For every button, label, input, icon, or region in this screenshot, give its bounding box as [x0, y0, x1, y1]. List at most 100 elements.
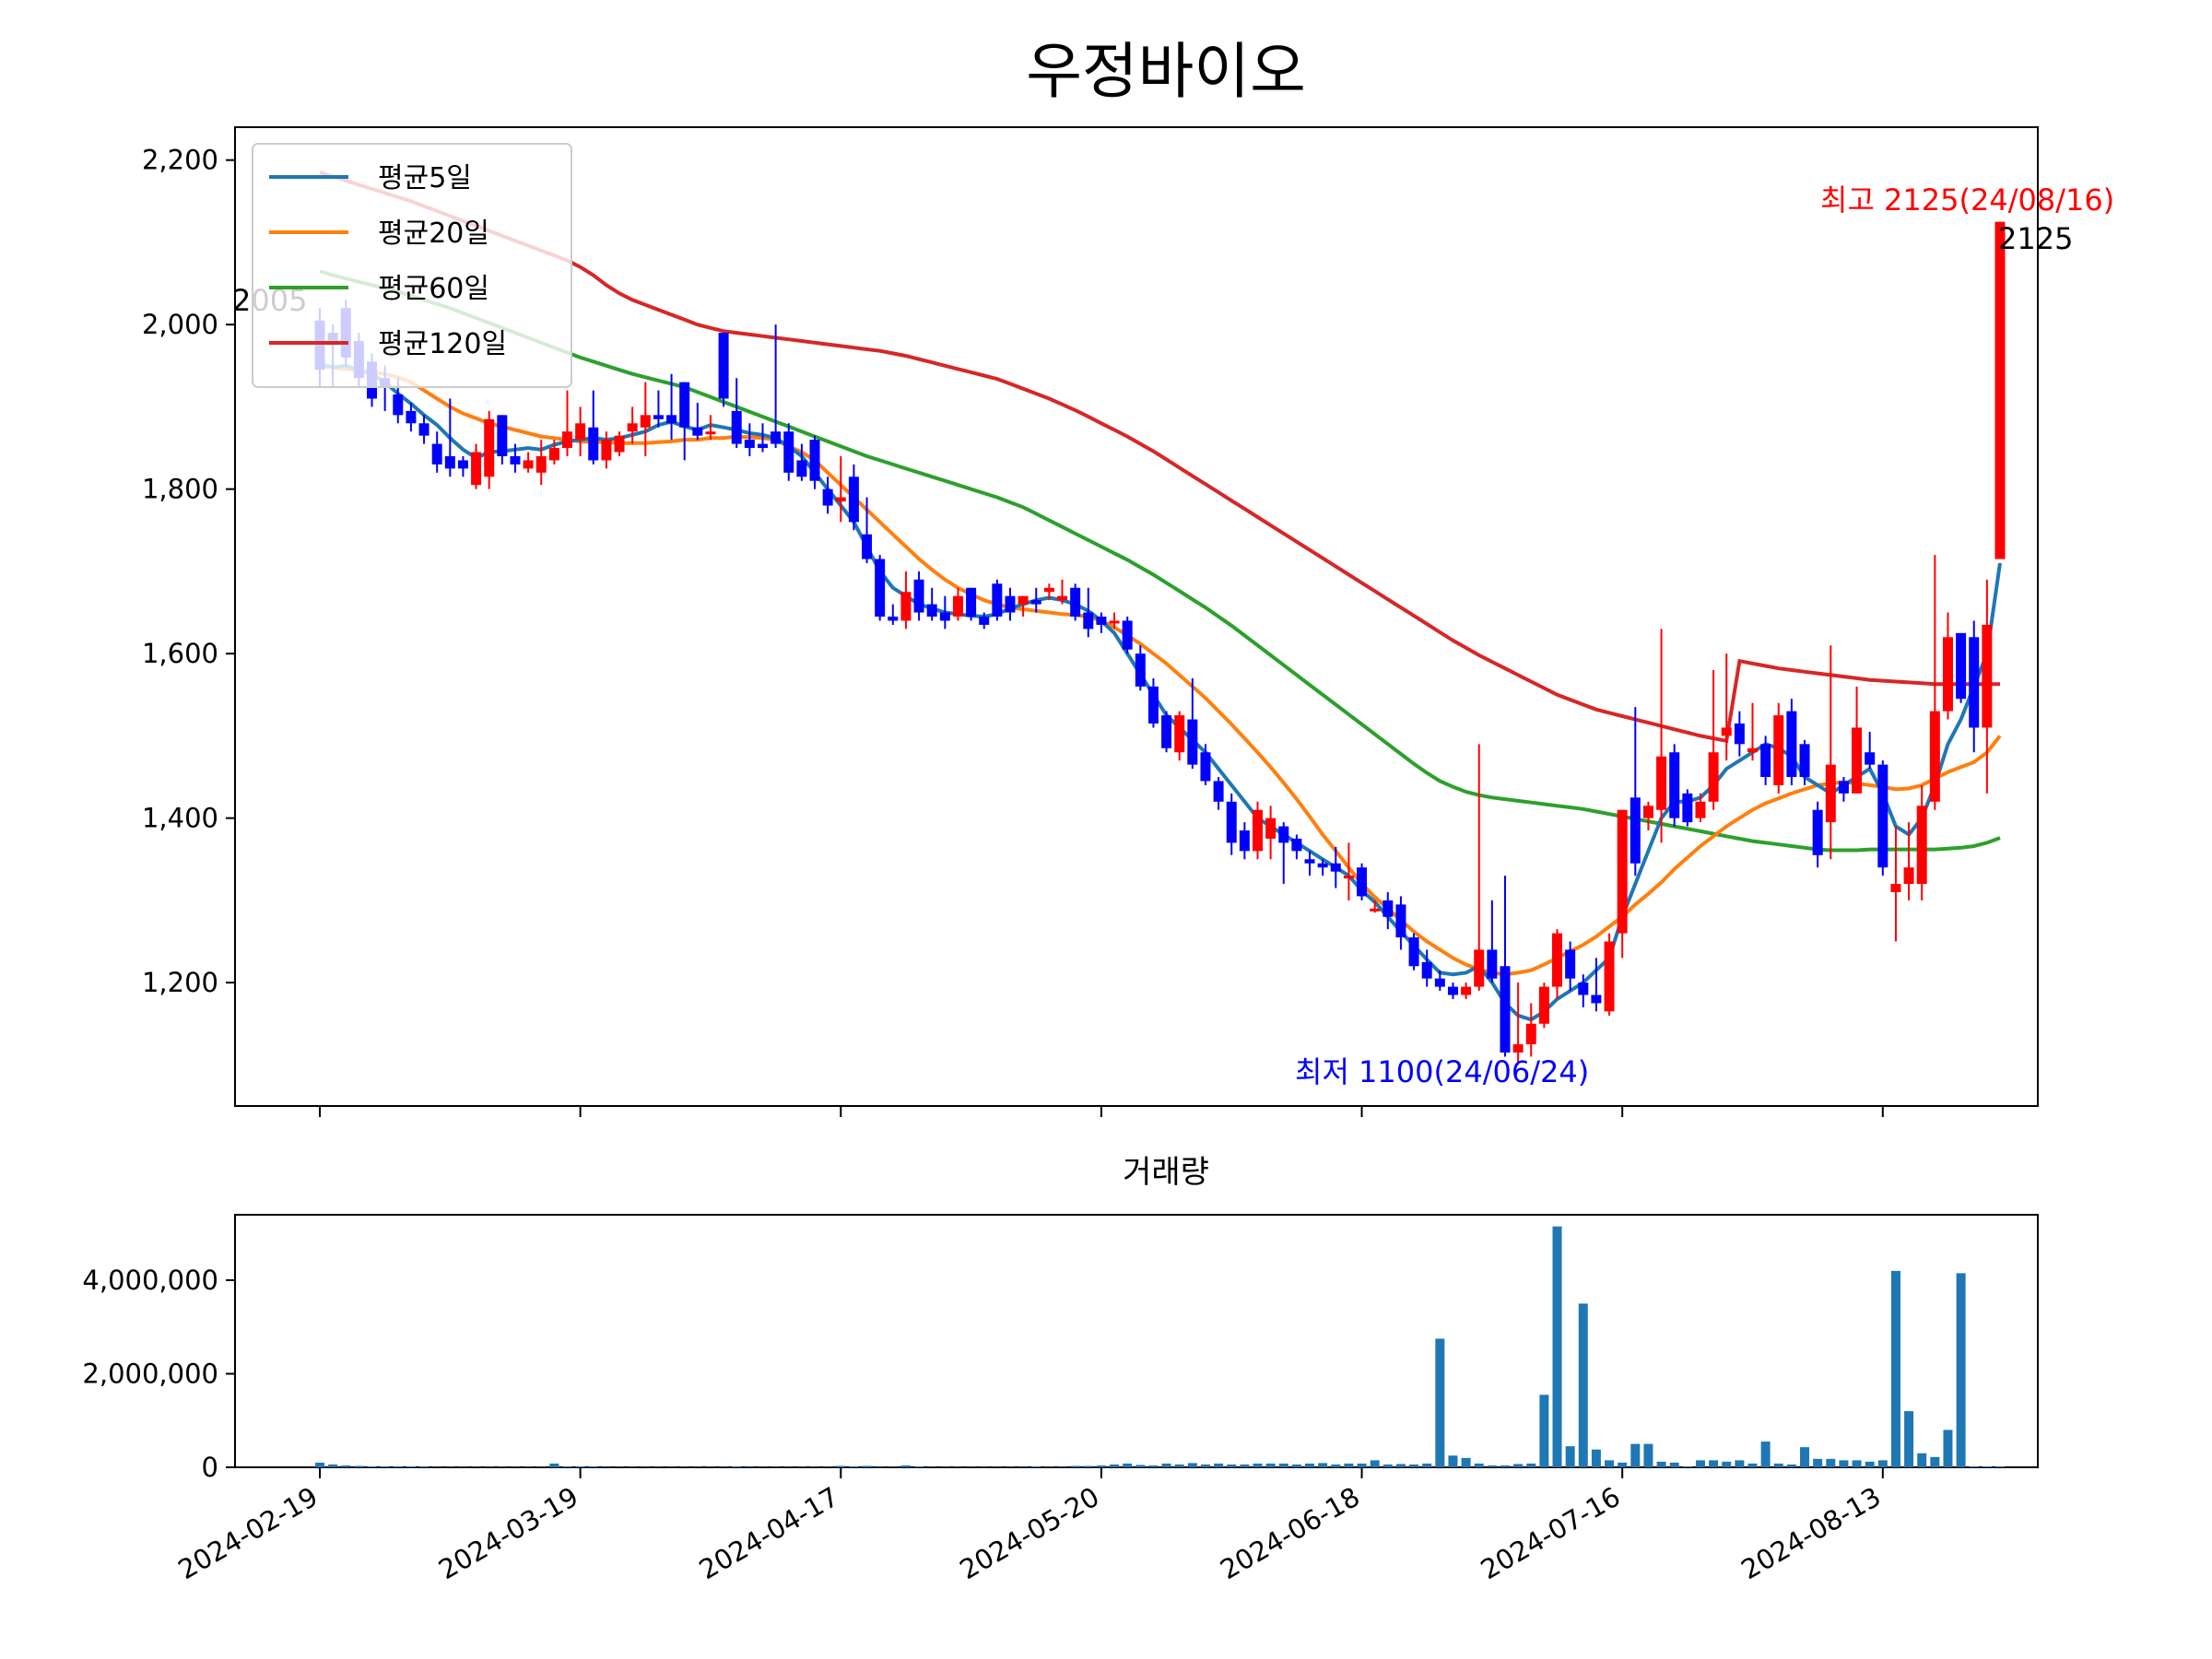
candle-body	[1812, 809, 1823, 855]
candle-body	[1252, 809, 1263, 852]
volume-bar	[524, 1466, 534, 1467]
volume-bar	[1852, 1460, 1862, 1467]
candle-body	[1018, 595, 1029, 605]
candle	[1956, 632, 1967, 703]
volume-bar	[328, 1464, 338, 1467]
date-tick-label: 2024-08-13	[1735, 1481, 1886, 1586]
candle-body	[1357, 867, 1368, 897]
candle-body	[1226, 801, 1237, 843]
volume-bar	[484, 1466, 494, 1467]
volume-bar	[1709, 1460, 1719, 1467]
candle	[1057, 579, 1068, 605]
volume-bar	[419, 1465, 429, 1467]
candle-body	[1030, 600, 1041, 605]
volume-bar	[549, 1463, 559, 1467]
candle	[1382, 891, 1394, 930]
candle	[1200, 744, 1211, 785]
candle-body	[601, 440, 612, 461]
volume-bar	[1265, 1463, 1276, 1467]
candle-body	[1734, 724, 1745, 745]
candle-body	[1786, 711, 1797, 778]
legend-label-ma60: 평균60일	[378, 273, 489, 305]
volume-bar	[1318, 1463, 1328, 1467]
candle-body	[1239, 830, 1250, 852]
candle-body	[1721, 727, 1732, 736]
candle	[1278, 822, 1289, 885]
candle	[1838, 777, 1849, 802]
candle-body	[523, 460, 534, 469]
volume-bar	[1395, 1464, 1406, 1467]
candle	[535, 440, 547, 486]
candle-body	[1525, 1023, 1536, 1045]
candle	[1929, 555, 1940, 810]
candle	[431, 431, 442, 473]
volume-bar	[653, 1466, 664, 1467]
candle-body	[822, 488, 833, 506]
volume-bar	[1291, 1464, 1301, 1467]
candle	[1865, 731, 1876, 770]
candle-body	[718, 333, 729, 399]
volume-panel-frame	[234, 1214, 2039, 1468]
volume-bar	[692, 1466, 702, 1467]
candle	[562, 390, 573, 456]
volume-bar	[1083, 1465, 1093, 1467]
candle-body	[1630, 797, 1641, 864]
candle-body	[640, 415, 651, 428]
candle-body	[1187, 719, 1198, 765]
candle-body	[406, 410, 417, 424]
candle	[692, 402, 703, 441]
volume-bar	[1735, 1460, 1745, 1467]
candle-body	[966, 587, 977, 617]
candle	[575, 406, 586, 456]
volume-bar	[1474, 1463, 1484, 1467]
candle	[457, 455, 468, 477]
candle	[444, 398, 455, 477]
candle	[822, 477, 833, 514]
candle-body	[393, 394, 404, 416]
candle-body	[744, 440, 755, 449]
volume-bar	[588, 1465, 598, 1467]
candle-body	[1174, 715, 1185, 753]
candle	[1565, 941, 1576, 992]
candle-body	[1969, 637, 1980, 728]
candle	[601, 431, 612, 469]
candle-body	[862, 534, 873, 559]
candle-body	[731, 410, 742, 444]
volume-bar	[979, 1466, 989, 1467]
candle-body	[1890, 884, 1901, 892]
candle-body	[548, 448, 559, 461]
candle	[510, 443, 521, 473]
volume-bar	[1591, 1449, 1601, 1467]
candle-body	[757, 443, 768, 449]
candle-body	[1057, 595, 1068, 601]
candle-body	[1682, 793, 1693, 823]
candle-body	[692, 427, 703, 436]
volume-bar	[1070, 1465, 1080, 1467]
candle	[471, 443, 482, 489]
volume-bar	[1005, 1466, 1015, 1467]
candle-body	[627, 423, 638, 432]
volume-bar	[536, 1466, 547, 1467]
candle-body	[1903, 867, 1914, 885]
volume-bar	[888, 1466, 898, 1467]
candle-body	[471, 452, 482, 486]
volume-tick-label: 2,000,000	[82, 1359, 218, 1390]
volume-bar	[1930, 1456, 1940, 1467]
candle	[1005, 587, 1016, 621]
volume-bar	[1096, 1465, 1106, 1467]
candle-body	[875, 559, 886, 617]
volume-bar	[1917, 1453, 1927, 1467]
high-value-annotation: 2125	[1998, 221, 2073, 256]
volume-bar	[575, 1465, 585, 1467]
candle	[1786, 699, 1797, 785]
candle	[666, 373, 677, 441]
candle	[1317, 859, 1328, 877]
candle	[783, 423, 794, 481]
candle-body	[1382, 900, 1394, 917]
volume-bar	[732, 1465, 742, 1467]
volume-bar	[1786, 1464, 1796, 1467]
candle	[1213, 777, 1224, 810]
candle	[1852, 686, 1863, 794]
legend-label-ma120: 평균120일	[378, 328, 507, 360]
volume-bar	[1539, 1394, 1549, 1467]
